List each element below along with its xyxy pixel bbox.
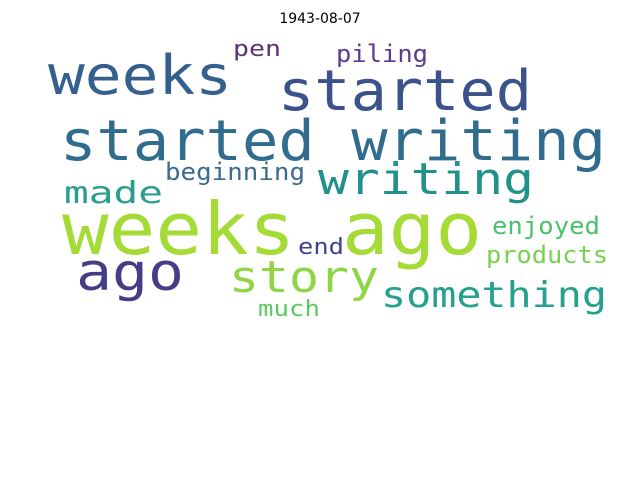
word-end: end xyxy=(298,235,344,260)
word-started-writing: started writing xyxy=(60,109,606,174)
word-ago: ago xyxy=(76,243,184,303)
word-products: products xyxy=(486,241,608,269)
word-made: made xyxy=(64,176,163,211)
word-weeks-ago: weeks ago xyxy=(62,187,482,271)
word-enjoyed: enjoyed xyxy=(492,212,600,240)
word-started: started xyxy=(278,59,532,124)
word-piling: piling xyxy=(336,40,428,68)
word-something: something xyxy=(381,275,607,316)
word-beginning: beginning xyxy=(165,158,305,186)
chart-title: 1943-08-07 xyxy=(279,11,361,27)
word-pen: pen xyxy=(233,37,281,62)
word-weeks: weeks xyxy=(48,44,232,107)
word-story: story xyxy=(229,252,379,303)
word-much: much xyxy=(258,297,320,322)
word-writing: writing xyxy=(318,154,534,205)
